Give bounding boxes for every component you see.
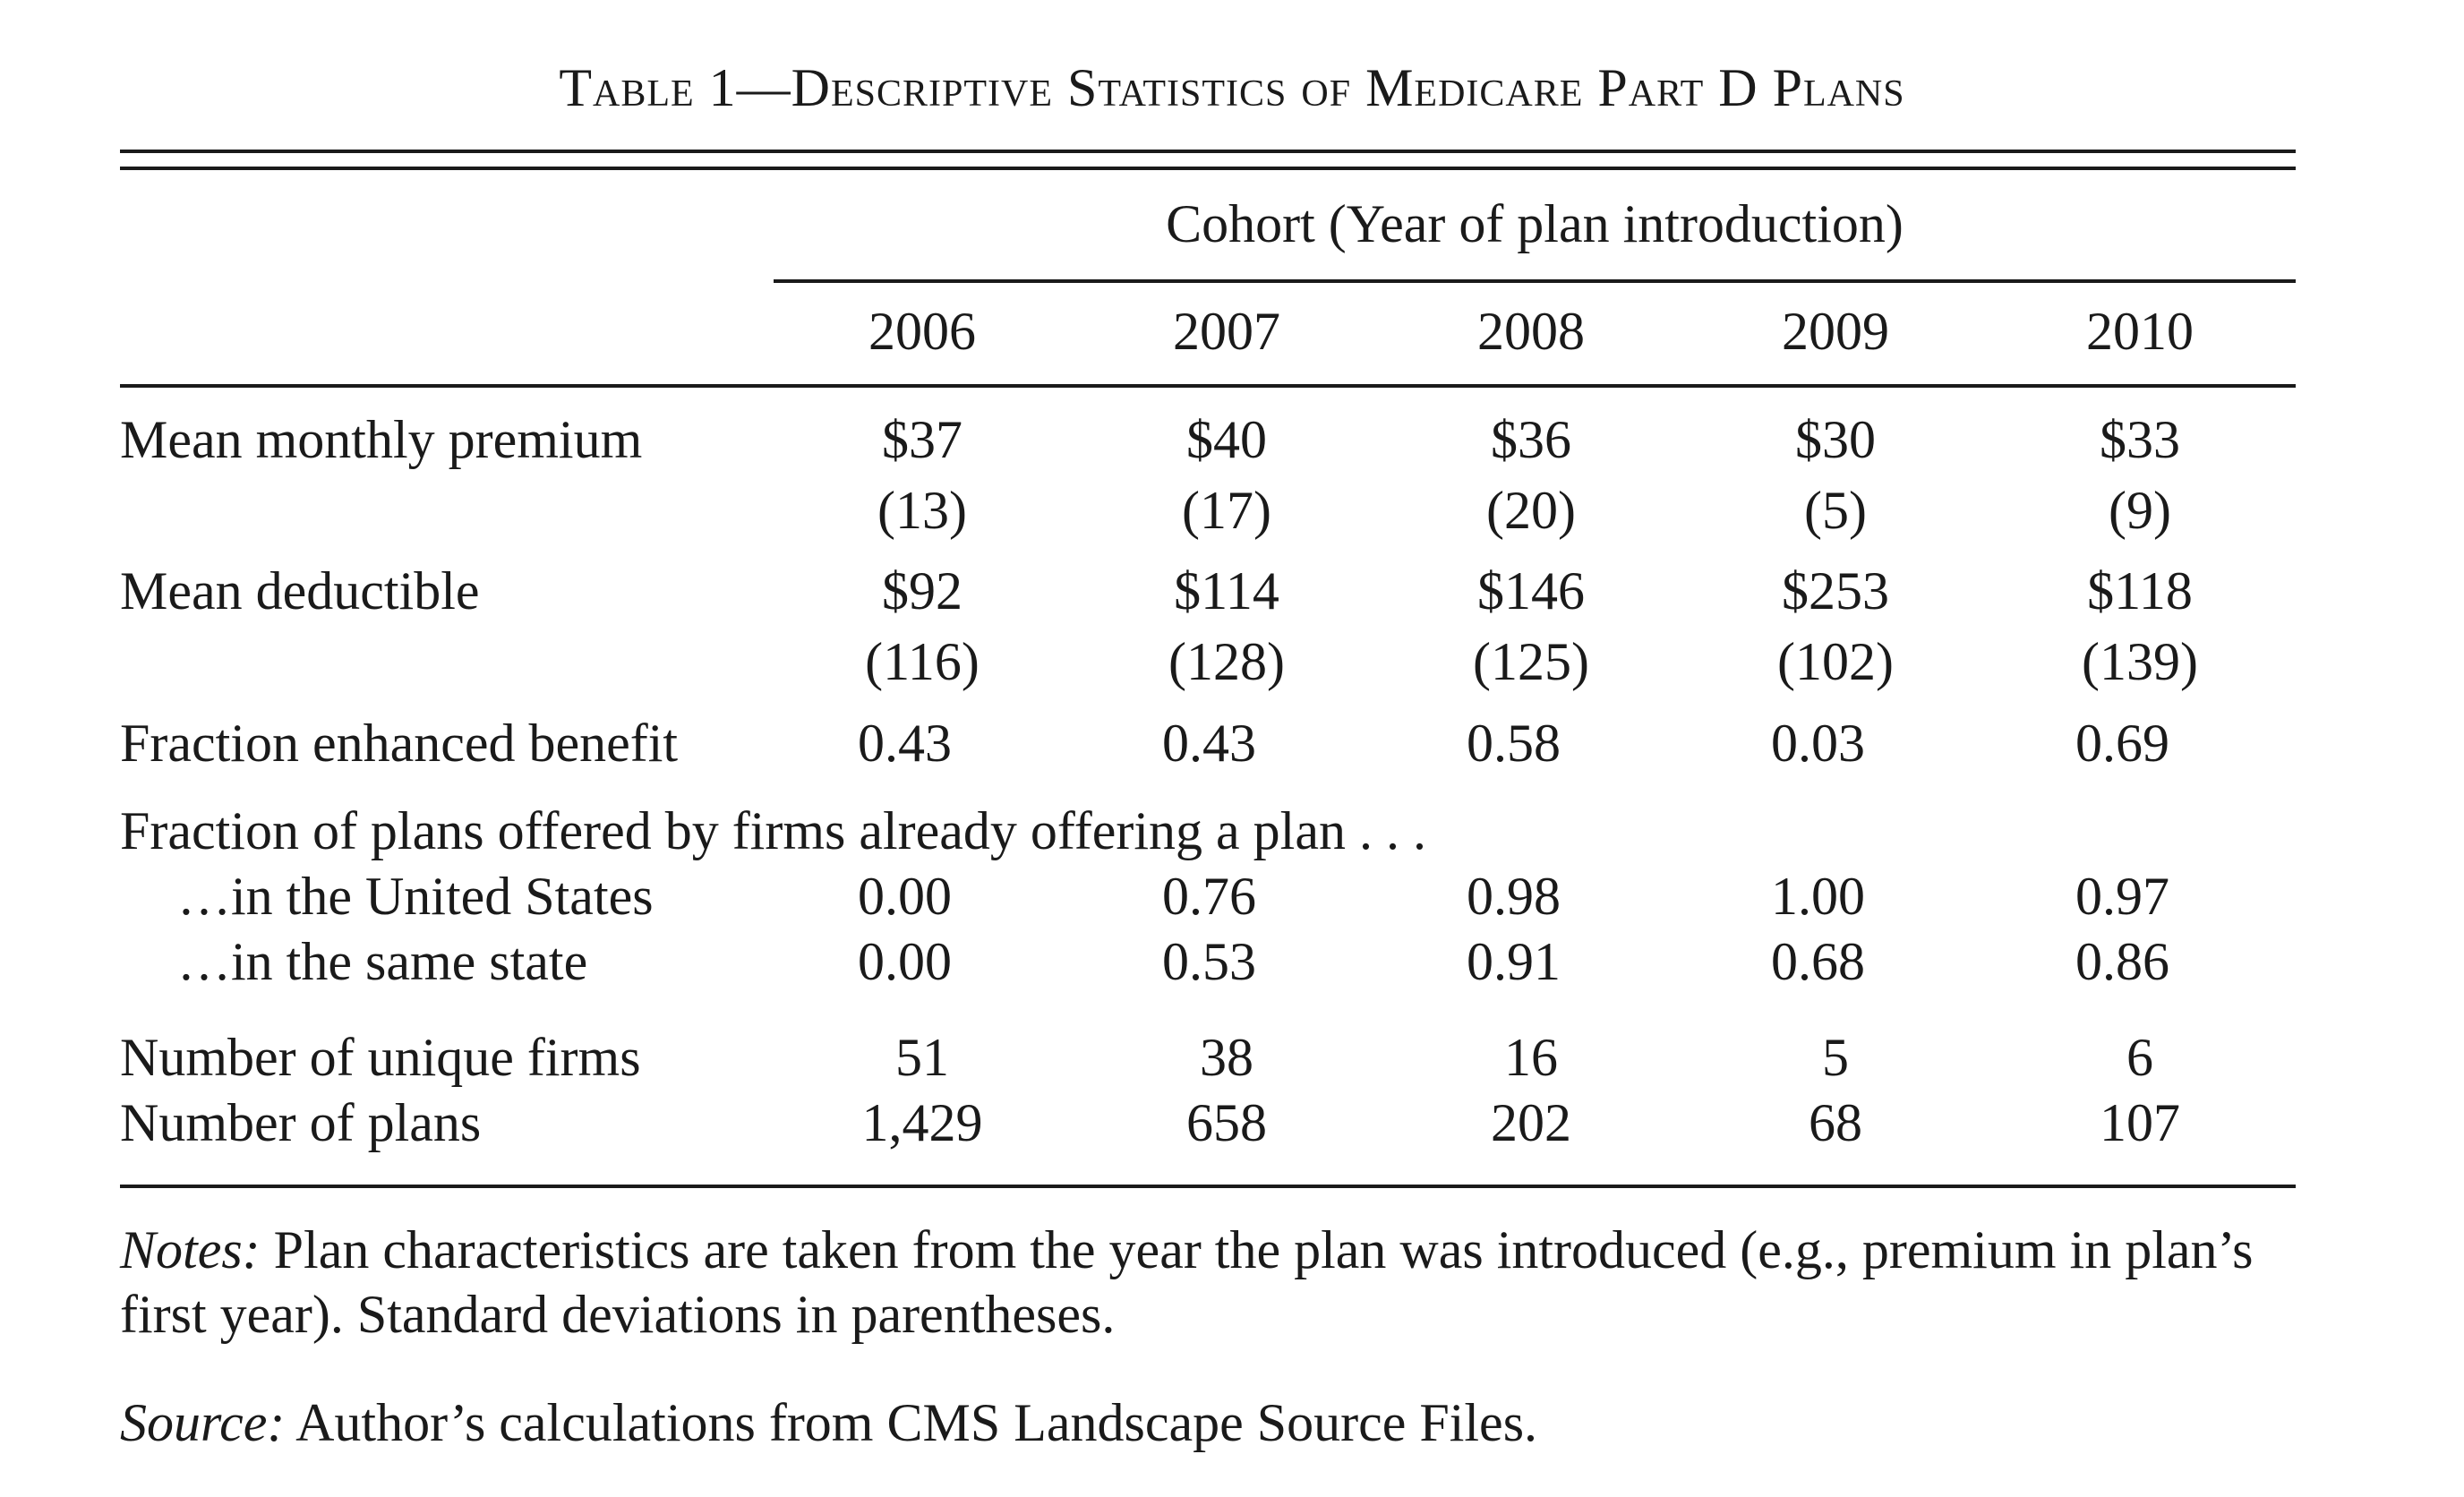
top-rule-1 [120, 150, 2296, 153]
notes-lead: Notes: [120, 1220, 261, 1279]
table-cell: 0.43 [858, 714, 952, 773]
table-cell: 107 [2100, 1093, 2180, 1152]
cohort-group-header: Cohort (Year of plan introduction) [1166, 194, 1904, 253]
table-cell-sd: (5) [1804, 481, 1867, 540]
table-cell: 0.98 [1467, 867, 1561, 926]
source-lead: Source: [120, 1393, 286, 1452]
table-cell: 0.58 [1467, 714, 1561, 773]
row-in-united-states: …in the United States 0.00 0.76 0.98 1.0… [0, 864, 2464, 928]
table-cell: 6 [2126, 1028, 2153, 1087]
row-label: Fraction enhanced benefit [120, 714, 679, 773]
table-cell: 68 [1809, 1093, 1862, 1152]
table-cell: 0.43 [1162, 714, 1256, 773]
table-cell: 51 [895, 1028, 949, 1087]
table-cell: 0.68 [1771, 932, 1865, 991]
row-label: Mean monthly premium [120, 410, 643, 469]
year-header-2006: 2006 [868, 302, 976, 361]
table-cell: 0.69 [2075, 714, 2169, 773]
row-label: Number of unique firms [120, 1028, 641, 1087]
group-header-rule [774, 279, 2296, 283]
row-unique-firms: Number of unique firms 51 38 16 5 6 [0, 1025, 2464, 1090]
row-fraction-plans-header: Fraction of plans offered by firms alrea… [0, 799, 2464, 863]
notes-text: Plan characteristics are taken from the … [120, 1220, 2254, 1344]
row-label: Mean deductible [120, 561, 480, 620]
year-header-row: 2006 2007 2008 2009 2010 [0, 299, 2464, 364]
table-cell-sd: (20) [1486, 481, 1576, 540]
table-cell: 0.53 [1162, 932, 1256, 991]
table-cell: $253 [1782, 561, 1889, 620]
row-mean-deductible: Mean deductible $92 $114 $146 $253 $118 [0, 559, 2464, 623]
table-cell: $33 [2100, 410, 2180, 469]
row-fraction-enhanced: Fraction enhanced benefit 0.43 0.43 0.58… [0, 711, 2464, 775]
table-cell: $30 [1795, 410, 1876, 469]
table-cell: 0.03 [1771, 714, 1865, 773]
table-cell: 0.76 [1162, 867, 1256, 926]
table-cell-sd: (116) [865, 632, 980, 691]
table-cell: 0.97 [2075, 867, 2169, 926]
table-cell-sd: (17) [1182, 481, 1271, 540]
row-mean-premium: Mean monthly premium $37 $40 $36 $30 $33 [0, 407, 2464, 472]
row-in-same-state: …in the same state 0.00 0.53 0.91 0.68 0… [0, 929, 2464, 994]
table-cell-sd: (102) [1777, 632, 1894, 691]
table-cell: 1,429 [861, 1093, 983, 1152]
table-cell: $37 [882, 410, 962, 469]
row-mean-deductible-sd: (116) (128) (125) (102) (139) [0, 629, 2464, 694]
table-cell: $114 [1174, 561, 1279, 620]
table-cell-sd: (128) [1168, 632, 1285, 691]
table-source: Source: Author’s calculations from CMS L… [120, 1390, 2305, 1455]
table-cell-sd: (13) [877, 481, 967, 540]
table-cell: $118 [2087, 561, 2193, 620]
year-header-2010: 2010 [2086, 302, 2194, 361]
table-cell: 38 [1200, 1028, 1253, 1087]
table-cell-sd: (9) [2109, 481, 2171, 540]
table-bottom-rule [120, 1185, 2296, 1188]
table-cell: $146 [1477, 561, 1585, 620]
table-cell-sd: (125) [1473, 632, 1589, 691]
table-cell: 202 [1491, 1093, 1571, 1152]
table-cell: 0.91 [1467, 932, 1561, 991]
table-cell: $92 [882, 561, 962, 620]
table-cell: $36 [1491, 410, 1571, 469]
source-text: Author’s calculations from CMS Landscape… [285, 1393, 1538, 1452]
table-title: Table 1—Descriptive Statistics of Medica… [559, 58, 1905, 117]
header-bottom-rule [120, 384, 2296, 388]
year-header-2008: 2008 [1477, 302, 1585, 361]
table-notes: Notes: Plan characteristics are taken fr… [120, 1218, 2305, 1347]
top-rule-2 [120, 167, 2296, 170]
row-label: …in the United States [177, 867, 654, 926]
table-cell: 5 [1822, 1028, 1849, 1087]
table-cell: 0.00 [858, 867, 952, 926]
table-cell: 0.00 [858, 932, 952, 991]
row-number-of-plans: Number of plans 1,429 658 202 68 107 [0, 1091, 2464, 1155]
year-header-2009: 2009 [1782, 302, 1889, 361]
table-cell: 1.00 [1771, 867, 1865, 926]
row-label: Fraction of plans offered by firms alrea… [120, 801, 1426, 860]
row-mean-premium-sd: (13) (17) (20) (5) (9) [0, 478, 2464, 543]
table-cell: 0.86 [2075, 932, 2169, 991]
table-cell: 658 [1186, 1093, 1267, 1152]
table-cell: 16 [1504, 1028, 1558, 1087]
year-header-2007: 2007 [1173, 302, 1280, 361]
table-cell-sd: (139) [2082, 632, 2198, 691]
row-label: …in the same state [177, 932, 588, 991]
row-label: Number of plans [120, 1093, 482, 1152]
table-cell: $40 [1186, 410, 1267, 469]
